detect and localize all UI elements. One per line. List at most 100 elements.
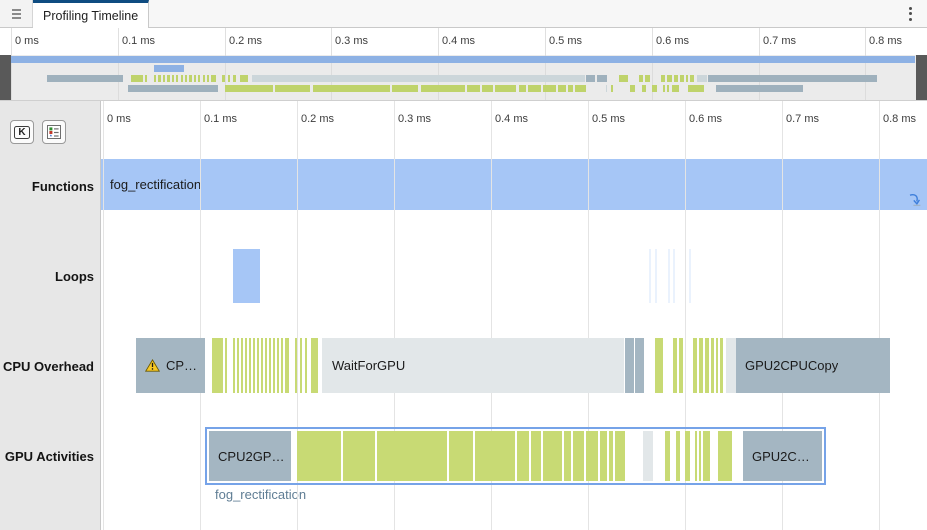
overview-cpu-stripe (690, 75, 694, 82)
gpu-kernel-stripe[interactable] (703, 431, 710, 481)
loop-iteration-bar-faint[interactable] (668, 249, 670, 303)
overview-gpu-stripe (466, 85, 481, 92)
gpu-kernel-stripe[interactable] (600, 431, 607, 481)
cpu-overhead-green-stripe[interactable] (710, 338, 714, 393)
cpu-overhead-green-stripe[interactable] (698, 338, 704, 393)
cpu-overhead-bar[interactable] (635, 338, 645, 393)
overview-gpu-stripe (688, 85, 704, 92)
gridline (685, 101, 686, 530)
cpu-overhead-bar[interactable]: WaitForGPU (322, 338, 624, 393)
kernel-view-button[interactable]: K (10, 120, 34, 144)
overview-gridline (759, 28, 760, 55)
functions-bar-label: fog_rectification (110, 177, 202, 192)
gpu-kernel-stripe[interactable] (685, 431, 691, 481)
cpu-overhead-green-stripe[interactable] (672, 338, 678, 393)
loop-iteration-bar[interactable] (232, 249, 261, 303)
gpu-activity-bar[interactable]: GPU2C… (743, 431, 822, 481)
cpu-overhead-green-stripe[interactable] (277, 338, 279, 393)
cpu-overhead-green-stripe[interactable] (720, 338, 724, 393)
row-label-cpu-overhead: CPU Overhead (2, 359, 94, 374)
cpu-overhead-green-stripe[interactable] (248, 338, 252, 393)
cpu-overhead-green-stripe[interactable] (273, 338, 275, 393)
cpu-overhead-green-stripe[interactable] (264, 338, 268, 393)
overview-left-handle[interactable] (0, 55, 11, 100)
cpu-overhead-green-stripe[interactable] (225, 338, 227, 393)
overview-cpu-stripe (667, 75, 672, 82)
gpu-kernel-stripe[interactable] (614, 431, 625, 481)
gpu-activity-bar[interactable]: CPU2GP… (209, 431, 291, 481)
panel-menu-button[interactable] (0, 0, 33, 27)
overview-band[interactable] (0, 55, 927, 101)
cpu-overhead-bar[interactable] (624, 338, 634, 393)
gpu-kernel-stripe[interactable] (585, 431, 598, 481)
gpu-kernel-stripe[interactable] (516, 431, 529, 481)
gpu-kernel-stripe[interactable] (572, 431, 584, 481)
overview-cpu-stripe (645, 75, 650, 82)
overview-gridline (118, 28, 119, 55)
tab-bar: Profiling Timeline (0, 0, 927, 28)
tab-profiling-timeline[interactable]: Profiling Timeline (33, 0, 150, 28)
gpu-kernel-stripe[interactable] (675, 431, 680, 481)
trace-navigate-icon[interactable] (907, 192, 922, 207)
cpu-overhead-green-stripe[interactable] (261, 338, 263, 393)
time-tick-label: 0.7 ms (786, 113, 820, 125)
loop-iteration-bar-faint[interactable] (655, 249, 657, 303)
gridline (394, 101, 395, 530)
cpu-overhead-green-stripe[interactable] (304, 338, 307, 393)
row-label-gpu-activities: GPU Activities (4, 449, 94, 464)
time-tick-label: 0.5 ms (592, 113, 626, 125)
cpu-overhead-bar[interactable] (726, 338, 737, 393)
cpu-overhead-green-stripe[interactable] (241, 338, 243, 393)
overflow-menu-button[interactable] (893, 0, 927, 27)
gpu-kernel-stripe[interactable] (698, 431, 701, 481)
cpu-overhead-green-stripe[interactable] (212, 338, 223, 393)
overview-cpu-stripe (171, 75, 174, 82)
cpu-overhead-bar[interactable]: CP… (135, 338, 205, 393)
cpu-overhead-green-stripe[interactable] (300, 338, 303, 393)
gpu-kernel-stripe[interactable] (342, 431, 375, 481)
overview-gpu-stripe (574, 85, 586, 92)
overview-right-handle[interactable] (916, 55, 927, 100)
gpu-activity-bar[interactable] (642, 431, 653, 481)
cpu-overhead-green-stripe[interactable] (245, 338, 248, 393)
gpu-kernel-stripe[interactable] (448, 431, 473, 481)
cpu-overhead-green-stripe[interactable] (280, 338, 284, 393)
tab-title: Profiling Timeline (43, 8, 139, 23)
gpu-kernel-stripe[interactable] (530, 431, 541, 481)
cpu-overhead-green-stripe[interactable] (294, 338, 297, 393)
cpu-overhead-green-stripe[interactable] (310, 338, 318, 393)
gpu-kernel-stripe[interactable] (608, 431, 613, 481)
cpu-overhead-green-stripe[interactable] (284, 338, 290, 393)
loop-iteration-bar-faint[interactable] (672, 249, 675, 303)
gpu-kernel-stripe[interactable] (564, 431, 571, 481)
cpu-overhead-green-stripe[interactable] (716, 338, 718, 393)
cpu-overhead-green-stripe[interactable] (257, 338, 259, 393)
gpu-kernel-stripe[interactable] (542, 431, 562, 481)
cpu-overhead-green-stripe[interactable] (704, 338, 709, 393)
cpu-overhead-green-stripe[interactable] (692, 338, 698, 393)
cpu-overhead-green-stripe[interactable] (268, 338, 271, 393)
gpu-activities-container[interactable] (204, 427, 826, 485)
gpu-kernel-stripe[interactable] (665, 431, 670, 481)
time-tick-label: 0.6 ms (656, 35, 690, 47)
legend-button[interactable] (42, 120, 66, 144)
row-label-functions: Functions (31, 179, 94, 194)
cpu-overhead-green-stripe[interactable] (655, 338, 663, 393)
cpu-overhead-green-stripe[interactable] (678, 338, 683, 393)
gpu-kernel-stripe[interactable] (377, 431, 447, 481)
overview-gridline (438, 28, 439, 55)
cpu-overhead-green-stripe[interactable] (236, 338, 239, 393)
gpu-kernel-stripe[interactable] (717, 431, 733, 481)
gpu-kernel-stripe[interactable] (694, 431, 698, 481)
loop-iteration-bar-faint[interactable] (649, 249, 651, 303)
functions-activity-bar[interactable]: fog_rectification (101, 159, 927, 210)
gpu-kernel-stripe[interactable] (474, 431, 515, 481)
overview-cpu-stripe (158, 75, 161, 82)
cpu-overhead-bar[interactable]: GPU2CPUCopy (736, 338, 890, 393)
loop-iteration-bar-faint[interactable] (688, 249, 691, 303)
cpu-overhead-green-stripe[interactable] (232, 338, 235, 393)
cpu-overhead-green-stripe[interactable] (252, 338, 255, 393)
overview-gpu-stripe (495, 85, 517, 92)
overview-functions-bar (11, 56, 915, 63)
gpu-kernel-stripe[interactable] (297, 431, 342, 481)
